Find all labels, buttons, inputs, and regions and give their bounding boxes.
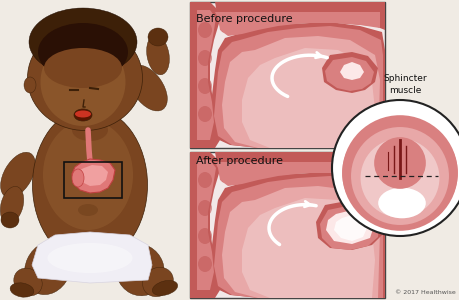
Circle shape [350, 127, 448, 225]
Polygon shape [325, 57, 373, 91]
Polygon shape [32, 232, 151, 283]
Ellipse shape [197, 78, 212, 94]
Ellipse shape [1, 212, 19, 228]
Polygon shape [213, 176, 382, 298]
Polygon shape [72, 159, 115, 193]
Ellipse shape [197, 106, 212, 122]
Polygon shape [190, 2, 219, 148]
Polygon shape [315, 200, 382, 250]
Polygon shape [222, 186, 379, 298]
Ellipse shape [38, 23, 128, 81]
Polygon shape [241, 48, 374, 148]
Circle shape [360, 139, 438, 218]
Ellipse shape [148, 28, 168, 46]
Ellipse shape [72, 169, 84, 187]
Ellipse shape [197, 172, 212, 188]
Ellipse shape [197, 50, 212, 66]
Text: Before procedure: Before procedure [196, 14, 292, 24]
Circle shape [341, 115, 457, 231]
Polygon shape [321, 52, 377, 93]
Polygon shape [78, 165, 108, 186]
Polygon shape [196, 10, 216, 140]
Polygon shape [214, 2, 384, 35]
Ellipse shape [33, 107, 147, 262]
Ellipse shape [0, 186, 24, 224]
Ellipse shape [10, 283, 34, 297]
Polygon shape [319, 205, 378, 250]
Polygon shape [196, 160, 216, 290]
Ellipse shape [24, 241, 71, 295]
Ellipse shape [40, 38, 125, 126]
Circle shape [329, 98, 459, 238]
Bar [190, 2, 384, 148]
Ellipse shape [197, 256, 212, 272]
Ellipse shape [28, 26, 142, 130]
Polygon shape [214, 162, 379, 186]
Ellipse shape [129, 65, 167, 111]
Text: © 2017 Healthwise: © 2017 Healthwise [394, 290, 455, 295]
Ellipse shape [75, 110, 91, 118]
Polygon shape [241, 198, 374, 298]
Polygon shape [190, 152, 219, 298]
Bar [190, 152, 384, 298]
Polygon shape [214, 12, 379, 36]
Polygon shape [210, 172, 384, 298]
Bar [64, 162, 122, 198]
Ellipse shape [72, 119, 108, 141]
Ellipse shape [78, 204, 98, 216]
Polygon shape [214, 152, 384, 185]
Ellipse shape [341, 118, 457, 227]
Ellipse shape [116, 244, 164, 296]
Polygon shape [333, 215, 366, 241]
Ellipse shape [197, 228, 212, 244]
Ellipse shape [146, 35, 169, 75]
Ellipse shape [142, 267, 173, 297]
Ellipse shape [0, 152, 35, 198]
Bar [0, 0, 185, 300]
Ellipse shape [24, 77, 36, 93]
Ellipse shape [47, 243, 132, 273]
Polygon shape [339, 62, 363, 80]
Polygon shape [213, 26, 382, 148]
Text: After procedure: After procedure [196, 156, 282, 166]
Polygon shape [210, 22, 384, 148]
Polygon shape [222, 36, 379, 148]
Polygon shape [325, 210, 373, 244]
Text: Sphincter
muscle: Sphincter muscle [382, 74, 426, 95]
Ellipse shape [29, 8, 137, 76]
Ellipse shape [152, 280, 177, 296]
Ellipse shape [197, 200, 212, 216]
Ellipse shape [197, 22, 212, 38]
Ellipse shape [14, 268, 42, 296]
Ellipse shape [377, 188, 425, 218]
Ellipse shape [74, 109, 92, 121]
Circle shape [373, 137, 425, 189]
Ellipse shape [43, 120, 133, 230]
Ellipse shape [44, 48, 122, 88]
